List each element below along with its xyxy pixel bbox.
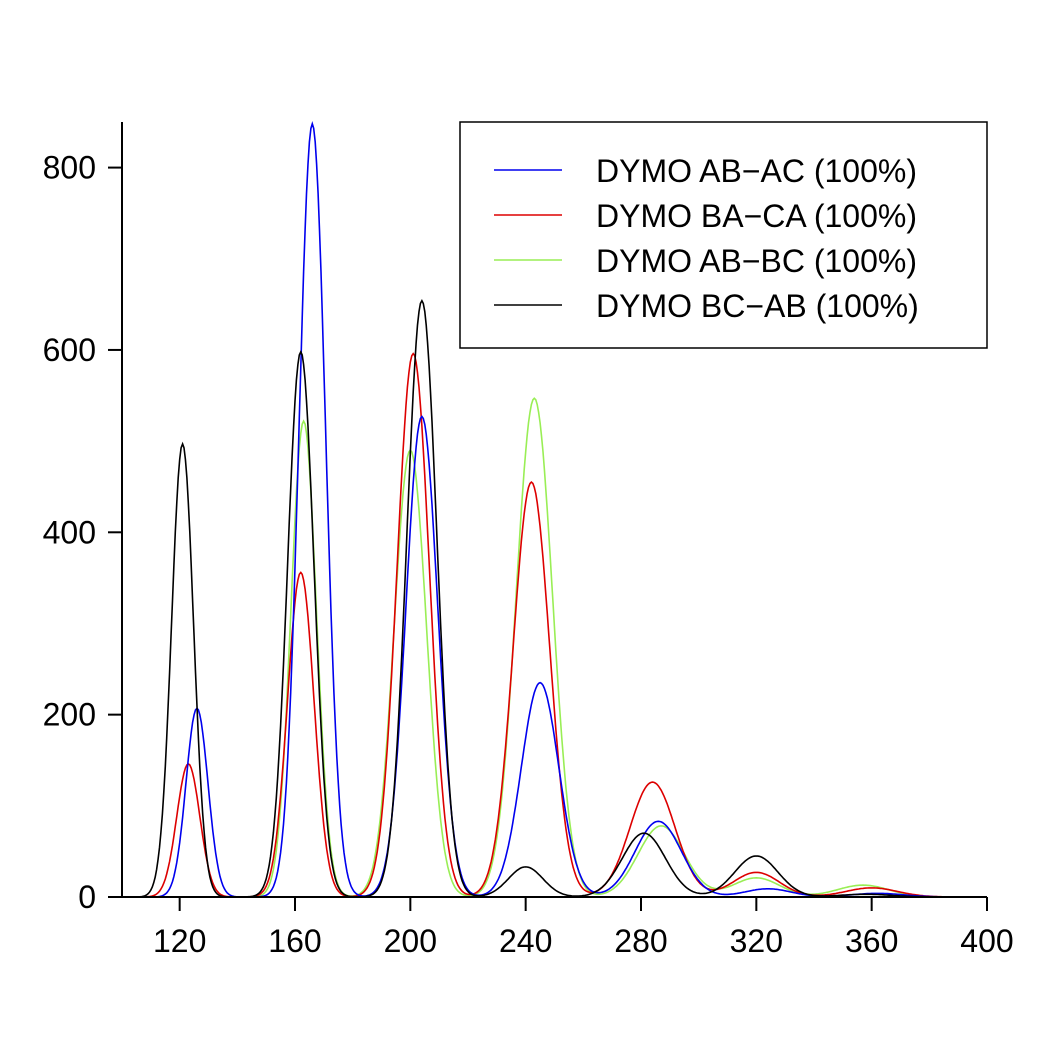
series-line-1 — [136, 352, 953, 898]
x-tick-label: 120 — [153, 923, 206, 959]
series-layer — [136, 121, 953, 898]
series-line-3 — [136, 298, 953, 898]
x-tick-label: 320 — [730, 923, 783, 959]
legend-label: DYMO AB−BC (100%) — [596, 243, 917, 279]
series-line-2 — [136, 397, 953, 898]
y-tick-label: 400 — [43, 514, 96, 550]
ticks: 120 160 200 240 280 320 360 400 0 200 400 600 800 — [43, 150, 1014, 959]
legend-label: DYMO BC−AB (100%) — [596, 288, 919, 324]
x-tick-label: 280 — [614, 923, 667, 959]
y-tick-label: 200 — [43, 697, 96, 733]
x-tick-label: 400 — [960, 923, 1013, 959]
x-tick-label: 200 — [384, 923, 437, 959]
x-tick-label: 360 — [845, 923, 898, 959]
legend-label: DYMO AB−AC (100%) — [596, 153, 917, 189]
y-tick-label: 600 — [43, 332, 96, 368]
legend-box — [459, 121, 988, 349]
x-tick-label: 160 — [268, 923, 321, 959]
legend: DYMO AB−AC (100%) DYMO BA−CA (100%) DYMO A… — [459, 121, 988, 349]
x-tick-label: 240 — [499, 923, 552, 959]
y-tick-label: 800 — [43, 150, 96, 186]
legend-label: DYMO BA−CA (100%) — [596, 198, 917, 234]
y-tick-label: 0 — [78, 879, 96, 915]
